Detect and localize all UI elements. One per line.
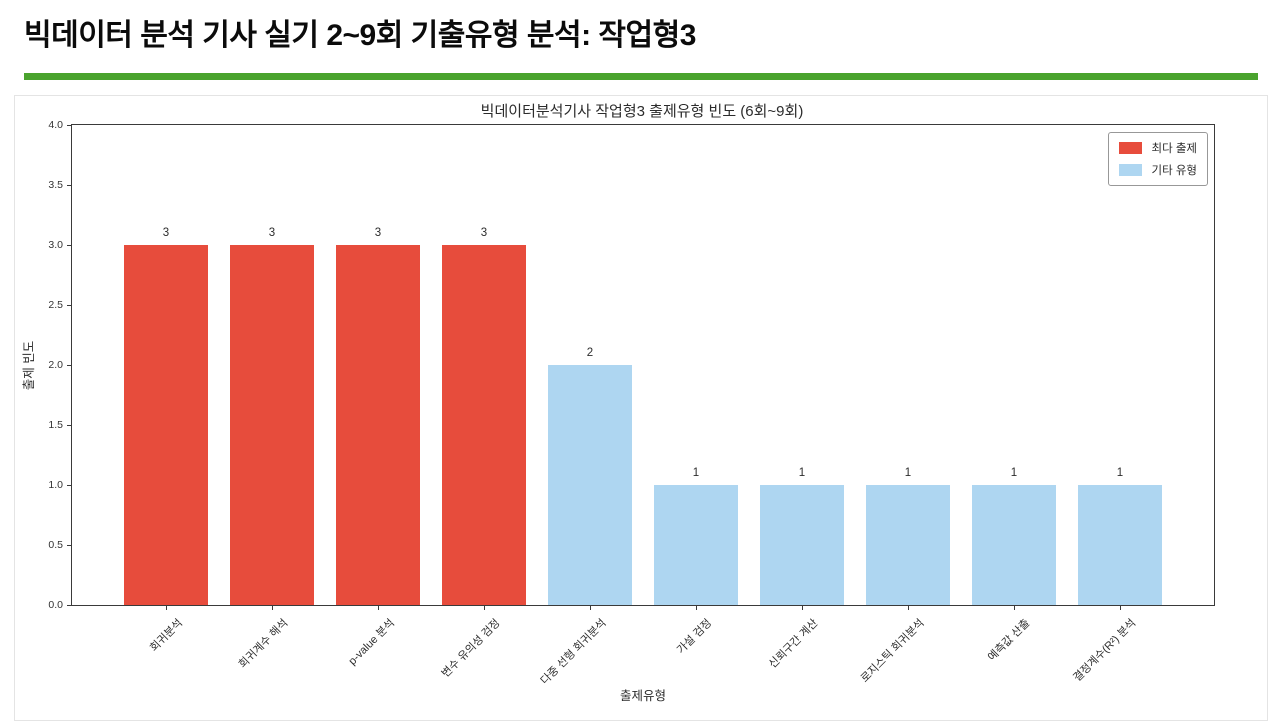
bar-slot: 1 bbox=[749, 125, 855, 605]
bar-max: 3 bbox=[441, 227, 527, 605]
bar-slot: 1 bbox=[855, 125, 961, 605]
x-tick: 신뢰구간 계산 bbox=[749, 605, 855, 697]
bars-container: 3 3 3 3 2 1 1 1 1 1 bbox=[72, 125, 1214, 605]
x-tick-label: 결정계수(R²) 분석 bbox=[1071, 617, 1139, 685]
x-tick-label: 예측값 산출 bbox=[986, 617, 1033, 664]
y-tick-label: 1.5 bbox=[48, 419, 63, 431]
y-axis-label-text: 출제 빈도 bbox=[22, 340, 37, 390]
x-tick-mark bbox=[378, 605, 379, 610]
bar-value-label: 3 bbox=[268, 227, 276, 239]
bar-slot: 2 bbox=[537, 125, 643, 605]
x-tick-label: 다중 선형 회귀분석 bbox=[538, 617, 609, 688]
x-tick-mark bbox=[1120, 605, 1121, 610]
x-tick: 회귀분석 bbox=[113, 605, 219, 697]
bar-value-label: 2 bbox=[586, 347, 594, 359]
legend-label: 최다 출제 bbox=[1151, 143, 1197, 155]
x-tick-mark bbox=[802, 605, 803, 610]
y-tick-mark bbox=[67, 124, 72, 126]
legend-swatch bbox=[1119, 142, 1143, 154]
bar-value-label: 1 bbox=[692, 467, 700, 479]
y-tick-label: 3.0 bbox=[48, 239, 63, 251]
x-tick-label: 가설 검정 bbox=[675, 617, 715, 657]
x-tick-label: 변수 유의성 검정 bbox=[439, 617, 503, 681]
x-tick: 변수 유의성 검정 bbox=[431, 605, 537, 697]
bar-value-label: 3 bbox=[374, 227, 382, 239]
x-tick-mark bbox=[590, 605, 591, 610]
x-tick: 다중 선형 회귀분석 bbox=[537, 605, 643, 697]
bar-value-label: 3 bbox=[162, 227, 170, 239]
bar-value-label: 1 bbox=[904, 467, 912, 479]
bar-slot: 1 bbox=[961, 125, 1067, 605]
x-tick-mark bbox=[166, 605, 167, 610]
x-axis-label: 출제유형 bbox=[619, 689, 666, 703]
y-tick-mark bbox=[67, 184, 72, 186]
bar-slot: 3 bbox=[219, 125, 325, 605]
x-tick-label: p-value 분석 bbox=[346, 617, 397, 668]
legend-item: 최다 출제 bbox=[1119, 140, 1197, 156]
bar-other: 1 bbox=[759, 467, 845, 605]
bar-other: 1 bbox=[653, 467, 739, 605]
x-tick-label: 신뢰구간 계산 bbox=[767, 617, 821, 671]
x-tick-mark bbox=[272, 605, 273, 610]
page-title: 빅데이터 분석 기사 실기 2~9회 기출유형 분석: 작업형3 bbox=[24, 19, 696, 52]
y-tick-mark bbox=[67, 364, 72, 366]
y-tick-mark bbox=[67, 424, 72, 426]
bar-value-label: 3 bbox=[480, 227, 488, 239]
bar-max: 3 bbox=[229, 227, 315, 605]
y-tick-mark bbox=[67, 484, 72, 486]
x-tick: p-value 분석 bbox=[325, 605, 431, 697]
y-axis-label: 출제 빈도 bbox=[20, 125, 37, 605]
chart-panel: 빅데이터분석기사 작업형3 출제유형 빈도 (6회~9회) 출제 빈도 0.0 0… bbox=[14, 95, 1268, 721]
bar-value-label: 1 bbox=[1116, 467, 1124, 479]
x-tick-label: 회귀계수 해석 bbox=[237, 617, 291, 671]
y-tick-mark bbox=[67, 244, 72, 246]
y-tick-mark bbox=[67, 604, 72, 606]
x-tick-mark bbox=[696, 605, 697, 610]
bar-max: 3 bbox=[123, 227, 209, 605]
bar-other: 2 bbox=[547, 347, 633, 605]
y-tick-label: 0.5 bbox=[48, 539, 63, 551]
bar-other: 1 bbox=[865, 467, 951, 605]
x-tick: 예측값 산출 bbox=[961, 605, 1067, 697]
bar-slot: 3 bbox=[325, 125, 431, 605]
legend-item: 기타 유형 bbox=[1119, 162, 1197, 178]
bar-slot: 1 bbox=[1067, 125, 1173, 605]
bar-slot: 1 bbox=[643, 125, 749, 605]
bar-other: 1 bbox=[1077, 467, 1163, 605]
y-tick-label: 0.0 bbox=[48, 599, 63, 611]
y-tick-mark bbox=[67, 304, 72, 306]
bar-value-label: 1 bbox=[798, 467, 806, 479]
chart-title: 빅데이터분석기사 작업형3 출제유형 빈도 (6회~9회) bbox=[480, 103, 804, 120]
x-tick: 결정계수(R²) 분석 bbox=[1067, 605, 1173, 697]
y-tick-mark bbox=[67, 544, 72, 546]
x-tick: 가설 검정 bbox=[643, 605, 749, 697]
header-divider bbox=[24, 73, 1258, 80]
x-tick: 회귀계수 해석 bbox=[219, 605, 325, 697]
x-tick: 로지스틱 회귀분석 bbox=[855, 605, 961, 697]
x-tick-label: 회귀분석 bbox=[147, 617, 185, 655]
bar-other: 1 bbox=[971, 467, 1057, 605]
bar-max: 3 bbox=[335, 227, 421, 605]
x-tick-mark bbox=[484, 605, 485, 610]
x-axis-ticks: 회귀분석 회귀계수 해석 p-value 분석 변수 유의성 검정 다중 선형 회귀분석… bbox=[72, 605, 1214, 697]
legend-label: 기타 유형 bbox=[1151, 165, 1197, 177]
plot-area: 출제 빈도 0.0 0.5 1.0 1.5 2.0 2.5 3.0 3.5 4.0 3 3 3 3 2 1… bbox=[23, 119, 1215, 703]
x-tick-mark bbox=[908, 605, 909, 610]
x-tick-mark bbox=[1014, 605, 1015, 610]
y-tick-label: 2.5 bbox=[48, 299, 63, 311]
bar-value-label: 1 bbox=[1010, 467, 1018, 479]
y-tick-label: 1.0 bbox=[48, 479, 63, 491]
bar-slot: 3 bbox=[113, 125, 219, 605]
y-tick-label: 3.5 bbox=[48, 179, 63, 191]
y-tick-label: 4.0 bbox=[48, 119, 63, 131]
bar-slot: 3 bbox=[431, 125, 537, 605]
x-tick-label: 로지스틱 회귀분석 bbox=[858, 617, 927, 686]
y-tick-label: 2.0 bbox=[48, 359, 63, 371]
legend-swatch bbox=[1119, 164, 1143, 176]
